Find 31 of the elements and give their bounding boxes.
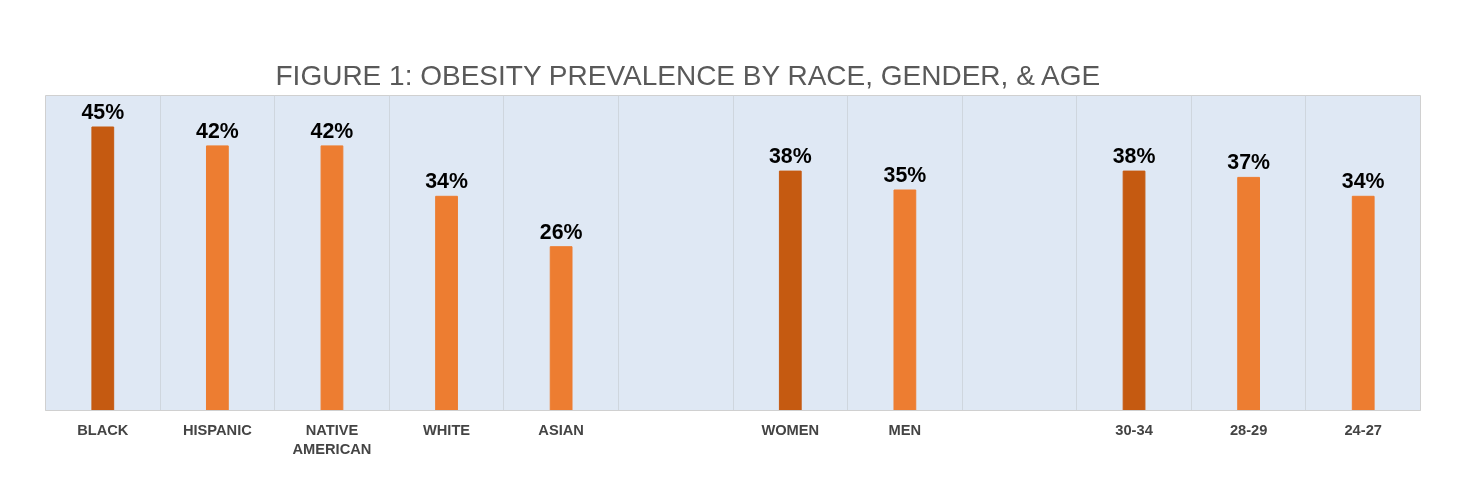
data-label: 26% bbox=[539, 219, 583, 244]
data-label: 45% bbox=[81, 100, 125, 124]
data-label: 38% bbox=[1112, 144, 1156, 169]
data-label: 42% bbox=[310, 118, 354, 143]
data-label: 38% bbox=[768, 144, 812, 169]
data-label: 42% bbox=[196, 118, 239, 143]
bar bbox=[778, 170, 802, 411]
bar bbox=[1351, 195, 1375, 411]
x-tick-label: HISPANIC bbox=[182, 421, 253, 438]
x-tick-label: WOMEN bbox=[761, 421, 820, 438]
x-tick-label: BLACK bbox=[77, 421, 129, 438]
data-label: 37% bbox=[1227, 150, 1270, 175]
bar bbox=[205, 145, 229, 411]
bar bbox=[1237, 176, 1261, 411]
bar bbox=[549, 246, 573, 411]
data-label: 34% bbox=[1341, 169, 1385, 194]
bar bbox=[91, 126, 115, 411]
bar bbox=[435, 195, 458, 411]
data-label: 34% bbox=[425, 169, 468, 194]
bar bbox=[1122, 170, 1146, 411]
x-tick-label: 30-34 bbox=[1115, 421, 1154, 438]
bar bbox=[320, 145, 344, 411]
x-tick-label: WHITE bbox=[422, 421, 471, 438]
x-tick-label: 24-27 bbox=[1344, 421, 1382, 438]
data-label: 35% bbox=[883, 163, 927, 187]
x-tick-label: MEN bbox=[888, 421, 922, 438]
chart-title: FIGURE 1: OBESITY PREVALENCE BY RACE, GENDER, & AGE bbox=[275, 59, 1101, 91]
x-tick-label: 28-29 bbox=[1229, 421, 1268, 438]
bar bbox=[893, 189, 917, 411]
x-tick-label: ASIAN bbox=[538, 421, 584, 438]
x-tick-label: NATIVE AMERICAN bbox=[292, 421, 372, 457]
